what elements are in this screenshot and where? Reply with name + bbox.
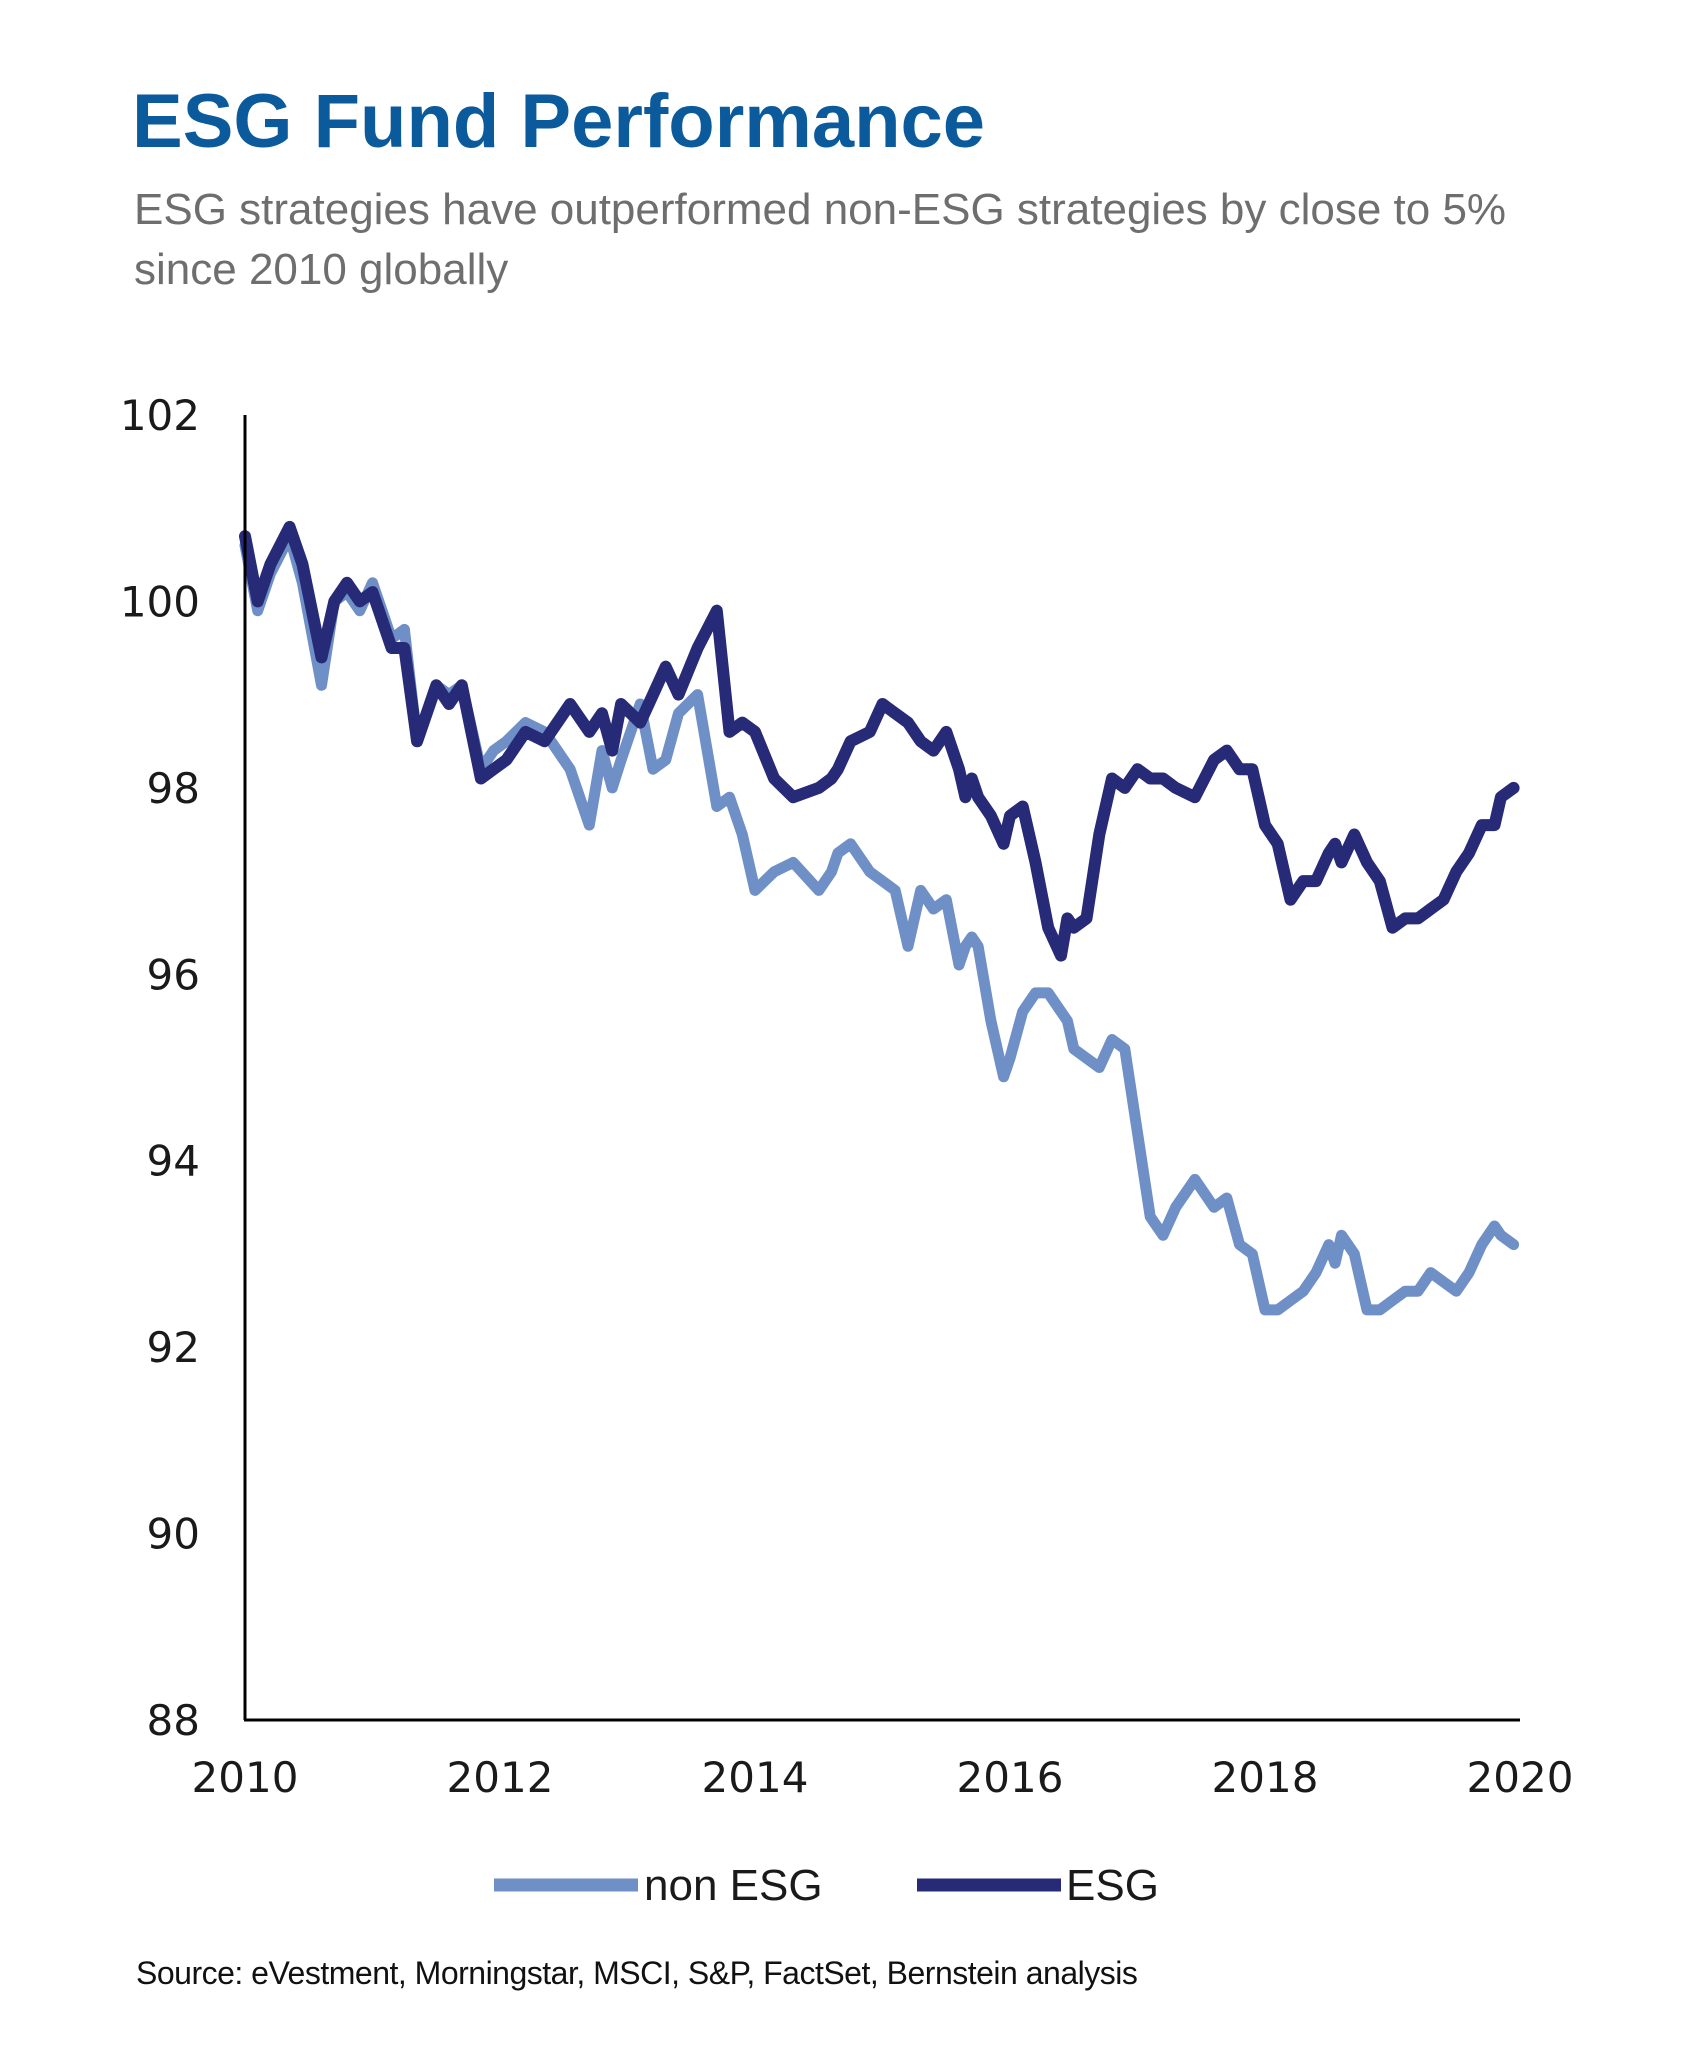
legend: non ESG ESG	[494, 1861, 1159, 1910]
y-axis-ticks: 102 100 98 96 94 92 90 88	[120, 391, 200, 1745]
y-tick-label: 88	[147, 1696, 200, 1745]
series-line-esg	[239, 520, 1520, 962]
x-tick-label: 2010	[192, 1753, 299, 1802]
y-tick-label: 90	[147, 1510, 200, 1559]
y-tick-label: 98	[147, 764, 200, 813]
chart-title: ESG Fund Performance	[132, 79, 986, 164]
y-tick-label: 92	[147, 1323, 200, 1372]
y-tick-label: 94	[147, 1137, 200, 1186]
x-tick-label: 2020	[1467, 1753, 1574, 1802]
x-tick-label: 2018	[1212, 1753, 1319, 1802]
y-tick-label: 100	[120, 577, 200, 626]
chart-subtitle: ESG strategies have outperformed non-ESG…	[134, 185, 1507, 294]
series-layer	[239, 520, 1520, 1316]
y-tick-label: 102	[120, 391, 200, 440]
y-tick-label: 96	[147, 950, 200, 999]
series-line-non-esg	[239, 530, 1520, 1316]
x-tick-label: 2014	[702, 1753, 809, 1802]
x-tick-label: 2012	[447, 1753, 554, 1802]
x-axis-ticks: 2010 2012 2014 2016 2018 2020	[192, 1753, 1574, 1802]
legend-esg-label: ESG	[1066, 1861, 1159, 1910]
x-tick-label: 2016	[957, 1753, 1064, 1802]
source-note: Source: eVestment, Morningstar, MSCI, S&…	[136, 1955, 1138, 1991]
legend-non-esg-label: non ESG	[644, 1861, 823, 1910]
